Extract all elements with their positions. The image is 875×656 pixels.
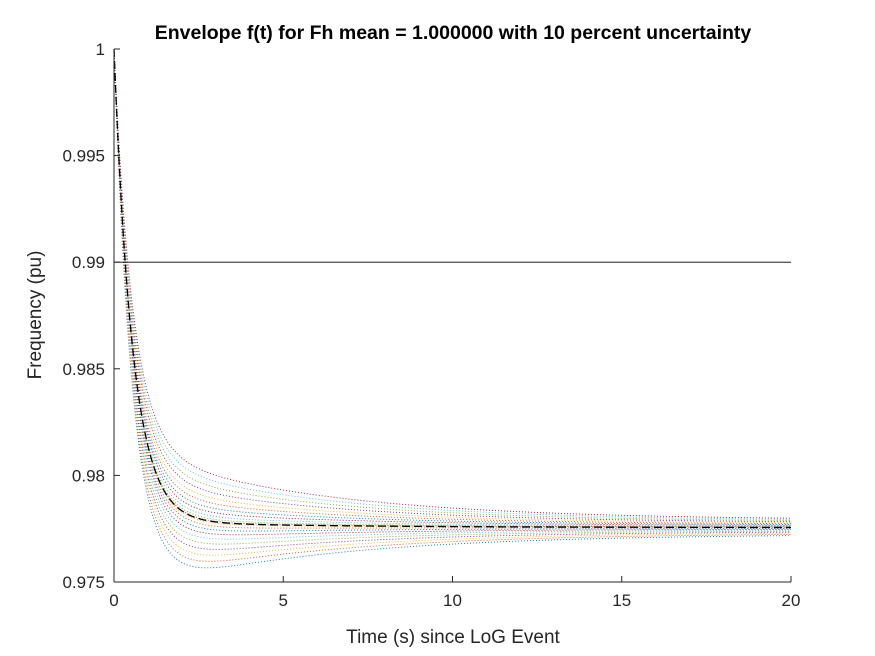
y-tick-label: 0.995 <box>62 147 105 166</box>
envelope-curve <box>113 48 792 523</box>
x-tick-label: 20 <box>782 591 801 610</box>
x-ticks: 0 5 10 15 20 <box>109 576 800 610</box>
envelope-curve <box>113 48 792 528</box>
x-tick-label: 5 <box>279 591 288 610</box>
y-tick-label: 0.98 <box>72 466 105 485</box>
envelope-curve <box>113 48 791 525</box>
envelope-curve <box>113 48 792 524</box>
envelope-curve <box>113 48 792 525</box>
envelope-curve <box>113 48 792 536</box>
envelope-curve <box>113 48 792 526</box>
envelope-curve <box>113 48 791 528</box>
envelope-curve <box>113 48 792 520</box>
x-tick-label: 10 <box>443 591 462 610</box>
envelope-curve <box>113 48 791 532</box>
envelope-curve <box>113 48 792 545</box>
envelope-curve <box>113 48 792 569</box>
envelope-curve <box>113 48 792 519</box>
y-tick-label: 0.975 <box>62 573 105 592</box>
y-tick-label: 0.985 <box>62 360 105 379</box>
y-axis-label: Frequency (pu) <box>25 251 46 380</box>
plot-area <box>114 49 791 582</box>
envelope-curve <box>113 48 792 521</box>
x-tick-label: 0 <box>109 591 118 610</box>
y-ticks: 0.975 0.98 0.985 0.99 0.995 1 <box>62 40 120 592</box>
envelope-curve <box>113 48 792 527</box>
x-axis-label: Time (s) since LoG Event <box>346 627 560 648</box>
x-tick-label: 15 <box>612 591 631 610</box>
series-layer <box>113 48 792 569</box>
y-tick-label: 1 <box>96 40 105 59</box>
envelope-curve <box>113 48 792 550</box>
envelope-curve <box>113 48 792 556</box>
y-tick-label: 0.99 <box>72 253 105 272</box>
envelope-curve <box>113 48 791 529</box>
envelope-curve <box>113 48 791 540</box>
mean-curve <box>113 48 792 529</box>
chart-title: Envelope f(t) for Fh mean = 1.000000 wit… <box>155 22 752 44</box>
envelope-curve <box>113 48 792 562</box>
